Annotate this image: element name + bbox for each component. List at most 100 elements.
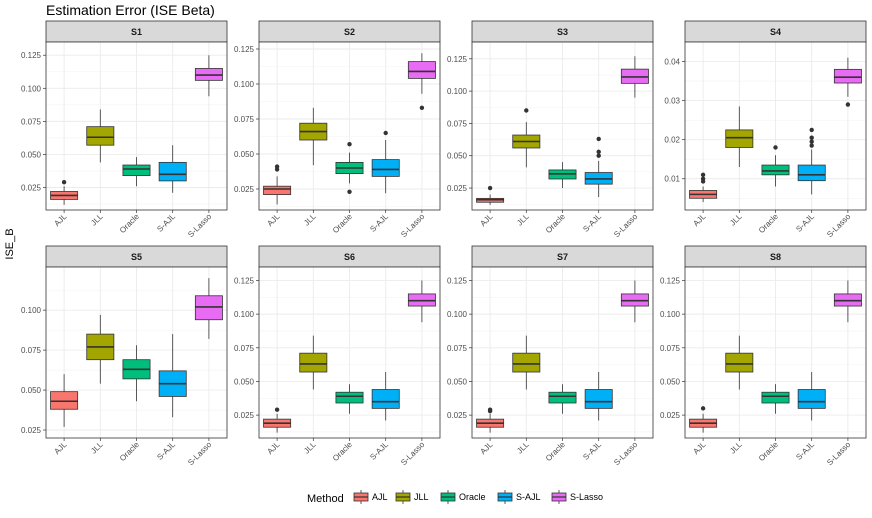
y-tick-label: 0.100 bbox=[234, 80, 255, 89]
outlier-point bbox=[809, 127, 814, 133]
box-oracle bbox=[335, 142, 364, 194]
legend-item-jll: JLL bbox=[395, 490, 429, 504]
legend-item-s-ajl: S-AJL bbox=[497, 490, 541, 504]
x-tick-label: S-AJL bbox=[794, 440, 816, 462]
y-tick-label: 0.125 bbox=[234, 276, 255, 285]
box-jll bbox=[299, 335, 328, 390]
box-body bbox=[86, 126, 115, 146]
facet-panel-s8: S8 0.025 0.050 0.075 0.100 0.125 AJL JLL Oracle S… bbox=[660, 245, 867, 468]
box-ajl bbox=[50, 180, 79, 205]
facet-strip-label: S2 bbox=[344, 27, 355, 37]
legend: Method AJL JLL Oracle S-AJL S-Lasso bbox=[307, 490, 603, 505]
y-tick-label: 0.03 bbox=[664, 97, 680, 106]
outlier-point bbox=[596, 136, 601, 142]
x-tick-label: Oracle bbox=[331, 440, 354, 463]
y-tick-label: 0.025 bbox=[234, 411, 255, 420]
legend-item-ajl: AJL bbox=[353, 490, 388, 504]
x-tick-label: Oracle bbox=[118, 440, 141, 463]
y-tick-label: 0.04 bbox=[664, 58, 680, 67]
x-tick-label: AJL bbox=[52, 440, 69, 457]
y-axis-title: ISE_B bbox=[4, 228, 16, 259]
y-tick-label: 0.025 bbox=[234, 185, 255, 194]
y-tick-label: 0.075 bbox=[234, 344, 255, 353]
box-body bbox=[797, 164, 826, 182]
x-tick-label: Oracle bbox=[757, 212, 780, 235]
box-s-lasso bbox=[620, 280, 649, 323]
facet-strip-label: S6 bbox=[344, 252, 355, 262]
facet-panel-s7: S7 0.025 0.050 0.075 0.100 0.125 AJL JLL Oracle S… bbox=[447, 245, 654, 467]
facet-strip-label: S1 bbox=[131, 27, 142, 37]
x-tick-label: S-Lasso bbox=[186, 440, 214, 468]
box-body bbox=[548, 391, 577, 404]
legend-label: AJL bbox=[372, 492, 388, 502]
box-body bbox=[761, 164, 790, 176]
box-ajl bbox=[50, 374, 79, 427]
y-tick-label: 0.125 bbox=[21, 51, 42, 60]
box-body bbox=[761, 391, 790, 404]
box-s-ajl bbox=[158, 145, 187, 193]
x-tick-label: Oracle bbox=[544, 440, 567, 463]
box-oracle bbox=[122, 157, 151, 187]
chart-title: Estimation Error (ISE Beta) bbox=[46, 2, 215, 18]
y-tick-label: 0.025 bbox=[447, 411, 468, 420]
x-tick-label: AJL bbox=[265, 212, 282, 229]
x-tick-label: S-Lasso bbox=[399, 440, 427, 468]
box-s-lasso bbox=[620, 56, 649, 98]
outlier-point bbox=[274, 407, 280, 412]
box-body bbox=[833, 68, 862, 84]
legend-label: Oracle bbox=[459, 492, 486, 502]
x-tick-label: Oracle bbox=[118, 212, 141, 235]
facet-strip-label: S7 bbox=[557, 252, 568, 262]
box-jll bbox=[512, 335, 541, 390]
y-tick-label: 0.050 bbox=[21, 150, 42, 159]
legend-label: S-AJL bbox=[516, 492, 541, 502]
box-s-ajl bbox=[371, 372, 400, 421]
box-s-lasso bbox=[407, 53, 436, 111]
facet-strip-label: S3 bbox=[557, 27, 568, 37]
facet-panel-s2: S2 0.025 0.050 0.075 0.100 0.125 AJL JLL Oracle S… bbox=[234, 20, 441, 239]
y-tick-label: 0.050 bbox=[234, 150, 255, 159]
y-tick-label: 0.100 bbox=[21, 84, 42, 93]
box-s-ajl bbox=[158, 334, 187, 418]
box-body bbox=[797, 389, 826, 409]
y-tick-label: 0.100 bbox=[234, 310, 255, 319]
box-oracle bbox=[761, 384, 790, 414]
outlier-point bbox=[274, 164, 280, 169]
y-tick-label: 0.025 bbox=[447, 184, 468, 193]
y-tick-label: 0.050 bbox=[660, 377, 681, 386]
y-tick-label: 0.125 bbox=[447, 55, 468, 64]
outlier-point bbox=[700, 406, 706, 411]
facet-panel-s3: S3 0.025 0.050 0.075 0.100 0.125 AJL JLL Oracle S… bbox=[447, 20, 654, 239]
box-jll bbox=[299, 107, 328, 166]
y-tick-label: 0.050 bbox=[447, 152, 468, 161]
outlier-point bbox=[347, 142, 352, 147]
box-body bbox=[122, 164, 151, 177]
outlier-point bbox=[700, 172, 706, 178]
box-oracle bbox=[761, 145, 790, 187]
y-tick-label: 0.01 bbox=[664, 175, 680, 184]
x-tick-label: JLL bbox=[728, 440, 744, 456]
x-tick-label: AJL bbox=[691, 440, 708, 457]
facet-panel-s4: S4 0.01 0.02 0.03 0.04 AJL JLL Oracle S-AJL S-Las… bbox=[664, 20, 867, 240]
box-oracle bbox=[548, 162, 577, 189]
x-tick-label: S-Lasso bbox=[825, 440, 853, 468]
box-ajl bbox=[689, 172, 718, 203]
x-tick-label: S-AJL bbox=[368, 440, 390, 462]
box-body bbox=[299, 352, 328, 373]
x-tick-label: S-AJL bbox=[794, 212, 816, 234]
y-tick-label: 0.100 bbox=[447, 87, 468, 96]
box-jll bbox=[725, 106, 754, 168]
facet-panel-s5: S5 0.025 0.050 0.075 0.100 AJL JLL Oracle S-AJL S… bbox=[21, 245, 228, 468]
y-tick-label: 0.050 bbox=[21, 386, 42, 395]
box-body bbox=[512, 352, 541, 373]
y-tick-label: 0.125 bbox=[660, 276, 681, 285]
facet-panel-s6: S6 0.025 0.050 0.075 0.100 0.125 AJL JLL Oracle S… bbox=[234, 245, 441, 468]
outlier-point bbox=[524, 108, 529, 113]
x-tick-label: S-Lasso bbox=[825, 212, 853, 240]
box-jll bbox=[86, 109, 115, 163]
box-s-lasso bbox=[194, 55, 223, 97]
y-tick-label: 0.075 bbox=[21, 346, 42, 355]
box-ajl bbox=[476, 407, 505, 433]
box-body bbox=[371, 159, 400, 177]
x-tick-label: JLL bbox=[728, 212, 744, 228]
